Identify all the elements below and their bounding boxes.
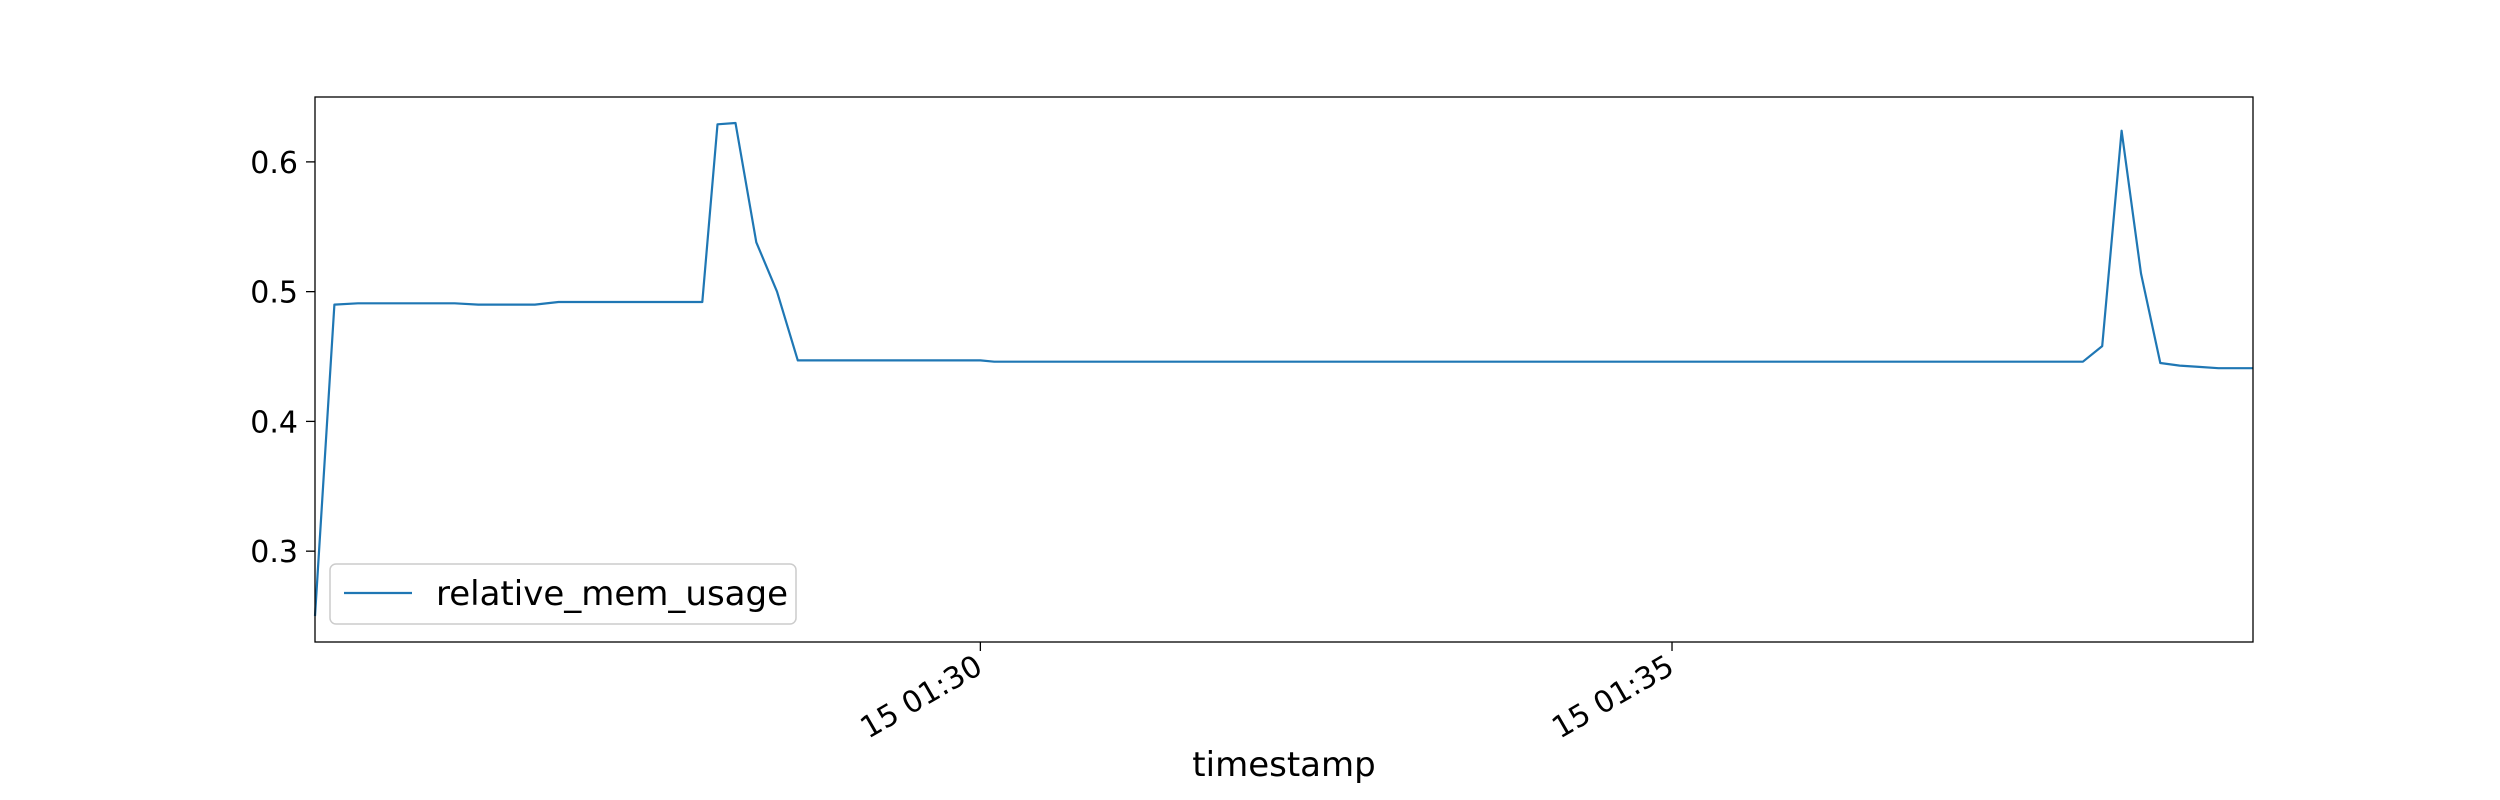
legend: relative_mem_usage bbox=[329, 563, 797, 625]
y-tick-label: 0.6 bbox=[250, 146, 298, 181]
x-tick-label: 15 01:35 bbox=[1546, 649, 1680, 746]
x-tick-label: 15 01:30 bbox=[855, 649, 989, 746]
y-tick-label: 0.3 bbox=[250, 535, 298, 570]
legend-label: relative_mem_usage bbox=[436, 574, 788, 614]
legend-box bbox=[329, 563, 797, 625]
y-tick-label: 0.5 bbox=[250, 276, 298, 311]
series-line-0 bbox=[313, 121, 2253, 617]
plot-frame bbox=[314, 96, 2254, 643]
y-tick-label: 0.4 bbox=[250, 405, 298, 440]
x-axis-label: timestamp bbox=[1192, 745, 1375, 785]
